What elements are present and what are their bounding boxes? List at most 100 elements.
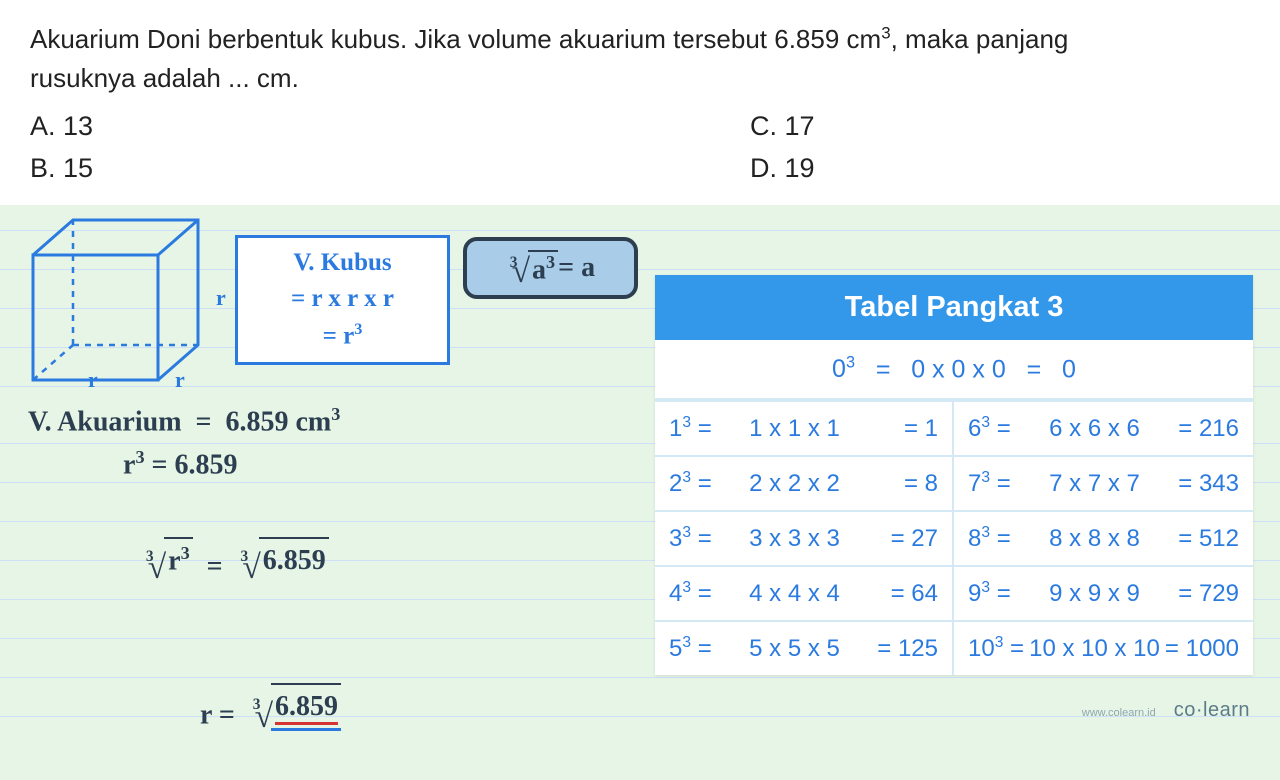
working-line1: V. Akuarium = 6.859 cm3 — [28, 400, 341, 444]
cell-result: = 8 — [868, 470, 938, 498]
option-b[interactable]: B. 15 — [30, 148, 750, 190]
volume-formula-box: V. Kubus = r x r x r = r3 — [235, 235, 450, 365]
cube-label-r2: r — [88, 367, 98, 393]
cube-table-cell: 13 =1 x 1 x 1= 1 — [655, 400, 954, 455]
cell-base: 43 = — [669, 579, 721, 608]
footer-site: www.colearn.id — [1082, 707, 1156, 719]
w3-rad1: r3 — [164, 537, 193, 583]
cube-table: Tabel Pangkat 3 03 = 0 x 0 x 0 = 0 13 =1… — [655, 275, 1253, 675]
w3-rad1-b: r — [168, 545, 180, 576]
formula-line2: = r x r x r — [291, 281, 394, 317]
footer-brand: co·learn — [1174, 699, 1250, 722]
option-a[interactable]: A. 13 — [30, 106, 750, 148]
cell-result: = 1000 — [1165, 635, 1239, 663]
question-line2: rusuknya adalah ... cm. — [30, 63, 299, 93]
w3-mid: = — [193, 550, 237, 581]
w4-idx: 3 — [253, 693, 261, 717]
w3-rad2: 6.859 — [259, 537, 329, 582]
cell-base: 83 = — [968, 524, 1020, 553]
row0-base-n: 0 — [832, 355, 846, 383]
cube-table-cell: 93 =9 x 9 x 9= 729 — [954, 565, 1253, 620]
cell-result: = 64 — [868, 580, 938, 608]
cube-table-row-0: 03 = 0 x 0 x 0 = 0 — [655, 340, 1253, 400]
cell-base: 103 = — [968, 634, 1024, 663]
cube-table-cell: 63 =6 x 6 x 6= 216 — [954, 400, 1253, 455]
cell-expand: 5 x 5 x 5 — [721, 635, 868, 663]
cube-diagram: r r r — [28, 215, 213, 395]
cell-expand: 10 x 10 x 10 — [1024, 635, 1165, 663]
cube-table-title: Tabel Pangkat 3 — [655, 275, 1253, 340]
cell-expand: 7 x 7 x 7 — [1020, 470, 1169, 498]
cell-expand: 1 x 1 x 1 — [721, 415, 868, 443]
row0-expand: 0 x 0 x 0 — [911, 355, 1006, 383]
w4-rad: 6.859 — [271, 683, 341, 731]
root-radicand-sup: 3 — [546, 252, 555, 272]
working-line3: 3√r3 = 3√6.859 — [28, 493, 341, 631]
work-area: r r r V. Kubus = r x r x r = r3 3 √ a3 =… — [0, 205, 1280, 730]
cell-base: 93 = — [968, 579, 1020, 608]
cell-expand: 4 x 4 x 4 — [721, 580, 868, 608]
radical-icon: 3 √ a3 — [506, 250, 558, 286]
question-text: Akuarium Doni berbentuk kubus. Jika volu… — [30, 20, 1250, 98]
cube-table-cell: 23 =2 x 2 x 2= 8 — [655, 455, 954, 510]
w2-sup: 3 — [135, 447, 144, 467]
root-index: 3 — [510, 254, 518, 272]
cube-table-cell: 83 =8 x 8 x 8= 512 — [954, 510, 1253, 565]
w4-rad-text: 6.859 — [275, 691, 338, 725]
option-c[interactable]: C. 17 — [750, 106, 1100, 148]
root-rhs: = a — [558, 252, 595, 284]
cell-base: 33 = — [669, 524, 721, 553]
cell-base: 53 = — [669, 634, 721, 663]
question-line1: Akuarium Doni berbentuk kubus. Jika volu… — [30, 24, 881, 54]
cell-result: = 125 — [868, 635, 938, 663]
cell-expand: 8 x 8 x 8 — [1020, 525, 1169, 553]
cell-result: = 512 — [1169, 525, 1239, 553]
root-radicand: a3 — [528, 250, 558, 286]
w1-text: V. Akuarium = 6.859 cm — [28, 406, 331, 437]
cell-expand: 9 x 9 x 9 — [1020, 580, 1169, 608]
working-line2: r3 = 6.859 — [28, 443, 341, 487]
formula-line3-base: = r — [323, 322, 355, 349]
working-steps: V. Akuarium = 6.859 cm3 r3 = 6.859 3√r3 … — [28, 400, 341, 780]
formula-line3: = r3 — [323, 318, 363, 355]
cube-table-cell: 73 =7 x 7 x 7= 343 — [954, 455, 1253, 510]
cell-expand: 6 x 6 x 6 — [1020, 415, 1169, 443]
cell-base: 63 = — [968, 414, 1020, 443]
cell-base: 23 = — [669, 469, 721, 498]
working-line4: r = 3√6.859 — [28, 639, 341, 780]
cell-result: = 27 — [868, 525, 938, 553]
cell-expand: 2 x 2 x 2 — [721, 470, 868, 498]
cube-table-cell: 53 =5 x 5 x 5= 125 — [655, 620, 954, 675]
cuberoot-identity-box: 3 √ a3 = a — [463, 237, 638, 299]
w2-lhs: r — [123, 450, 135, 481]
question-line1-tail: , maka panjang — [891, 24, 1069, 54]
cell-result: = 343 — [1169, 470, 1239, 498]
cell-base: 73 = — [968, 469, 1020, 498]
question-panel: Akuarium Doni berbentuk kubus. Jika volu… — [0, 0, 1280, 205]
cell-result: = 216 — [1169, 415, 1239, 443]
w1-sup: 3 — [331, 404, 340, 424]
w3-idx2: 3 — [240, 545, 248, 569]
options-row: A. 13 B. 15 C. 17 D. 19 — [30, 106, 1250, 190]
cube-table-body: 13 =1 x 1 x 1= 163 =6 x 6 x 6= 21623 =2 … — [655, 400, 1253, 675]
formula-line3-sup: 3 — [354, 320, 362, 338]
cell-base: 13 = — [669, 414, 721, 443]
cube-table-cell: 33 =3 x 3 x 3= 27 — [655, 510, 954, 565]
w4-lhs: r = — [200, 699, 249, 730]
row0-base: 03 — [832, 355, 855, 383]
cube-table-cell: 43 =4 x 4 x 4= 64 — [655, 565, 954, 620]
row0-result: 0 — [1062, 355, 1076, 383]
option-d[interactable]: D. 19 — [750, 148, 1100, 190]
w2-rhs: = 6.859 — [145, 450, 238, 481]
root-radicand-base: a — [532, 254, 546, 285]
w3-rad1-s: 3 — [181, 543, 190, 563]
question-sup: 3 — [881, 23, 890, 42]
cube-label-r3: r — [175, 367, 185, 393]
cell-expand: 3 x 3 x 3 — [721, 525, 868, 553]
cell-result: = 1 — [868, 415, 938, 443]
footer: www.colearn.id co·learn — [1082, 699, 1250, 722]
cube-table-cell: 103 =10 x 10 x 10= 1000 — [954, 620, 1253, 675]
formula-title: V. Kubus — [293, 245, 391, 281]
cube-label-r1: r — [216, 285, 226, 311]
cell-result: = 729 — [1169, 580, 1239, 608]
